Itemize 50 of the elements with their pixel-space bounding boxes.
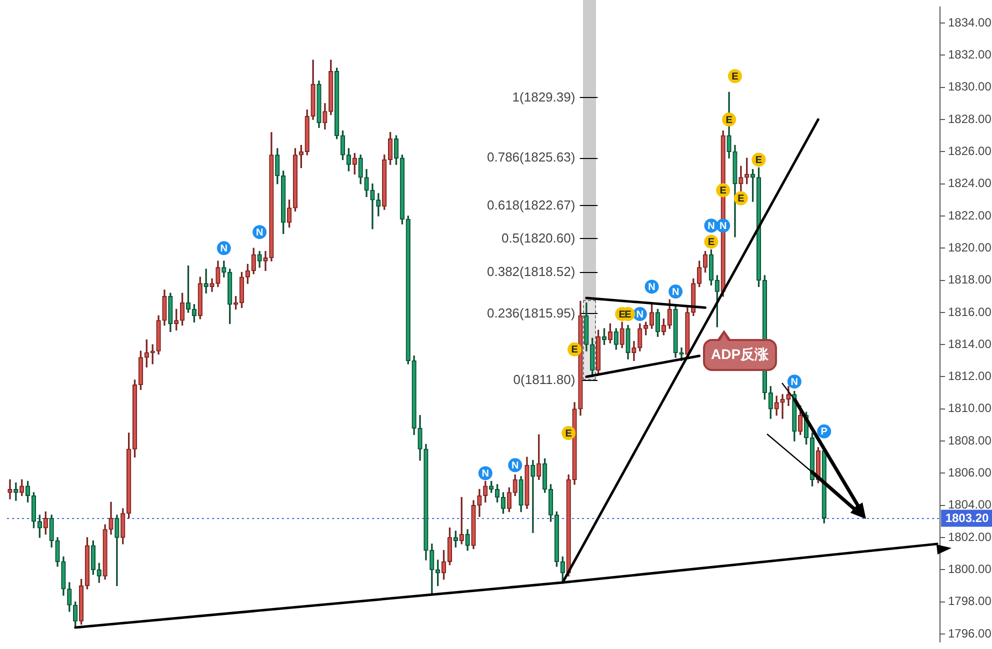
data-label: E bbox=[708, 236, 715, 248]
y-tick-label: 1826.00 bbox=[948, 144, 992, 158]
ref-line-label: 0.236(1815.95) bbox=[487, 305, 576, 320]
y-tick-label: 1802.00 bbox=[948, 530, 992, 544]
data-label: N bbox=[648, 282, 656, 293]
ref-line-label: 0.5(1820.60) bbox=[501, 230, 576, 246]
ref-line-label: 0.382(1818.52) bbox=[487, 264, 576, 280]
data-label: E bbox=[732, 71, 739, 82]
y-tick-label: 1814.00 bbox=[948, 336, 992, 351]
y-tick-label: 1800.00 bbox=[948, 562, 992, 576]
y-tick-label: 1812.00 bbox=[948, 369, 992, 384]
data-label: E bbox=[720, 186, 727, 197]
data-label: N bbox=[719, 220, 727, 232]
y-tick-label: 1816.00 bbox=[948, 304, 992, 319]
y-tick-label: 1806.00 bbox=[948, 466, 992, 480]
y-tick-label: 1830.00 bbox=[948, 80, 992, 94]
data-label: E bbox=[618, 309, 626, 320]
annotation: ADP反涨 bbox=[703, 339, 777, 371]
y-tick-label: 1796.00 bbox=[948, 626, 992, 640]
data-label: N bbox=[790, 376, 798, 388]
y-tick-label: 1834.00 bbox=[948, 15, 992, 30]
y-tick-label: 1808.00 bbox=[948, 433, 992, 448]
ref-line-label: 0.618(1822.67) bbox=[487, 197, 576, 212]
y-tick-label: 1824.00 bbox=[948, 176, 992, 190]
ref-line-label: 0.786(1825.63) bbox=[487, 150, 576, 165]
data-label: E bbox=[726, 114, 733, 126]
data-label: E bbox=[565, 428, 572, 440]
y-tick-label: 1828.00 bbox=[948, 112, 992, 126]
data-label: E bbox=[624, 309, 632, 320]
data-label: N bbox=[672, 286, 680, 298]
data-label: N bbox=[256, 227, 264, 238]
ref-line-label: 1(1829.39) bbox=[512, 89, 576, 104]
y-tick-label: 1810.00 bbox=[948, 401, 992, 416]
y-tick-label: 1832.00 bbox=[948, 48, 992, 62]
data-label: N bbox=[636, 309, 644, 320]
data-label: E bbox=[738, 194, 745, 205]
y-tick-label: 1798.00 bbox=[948, 594, 992, 608]
data-label: P bbox=[820, 426, 828, 438]
ref-line-label: 1803.20 bbox=[945, 511, 990, 526]
data-label: N bbox=[220, 243, 228, 254]
data-label: N bbox=[511, 460, 519, 472]
y-tick-label: 1820.00 bbox=[948, 240, 992, 254]
ref-line-label: 0(1811.80) bbox=[513, 372, 576, 388]
y-tick-label: 1822.00 bbox=[948, 208, 992, 222]
data-label: N bbox=[482, 468, 490, 480]
data-label: E bbox=[571, 344, 578, 356]
data-label: E bbox=[755, 154, 762, 166]
y-tick-label: 1804.00 bbox=[948, 498, 992, 512]
y-tick-label: 1818.00 bbox=[948, 272, 992, 287]
data-label: N bbox=[708, 220, 715, 232]
